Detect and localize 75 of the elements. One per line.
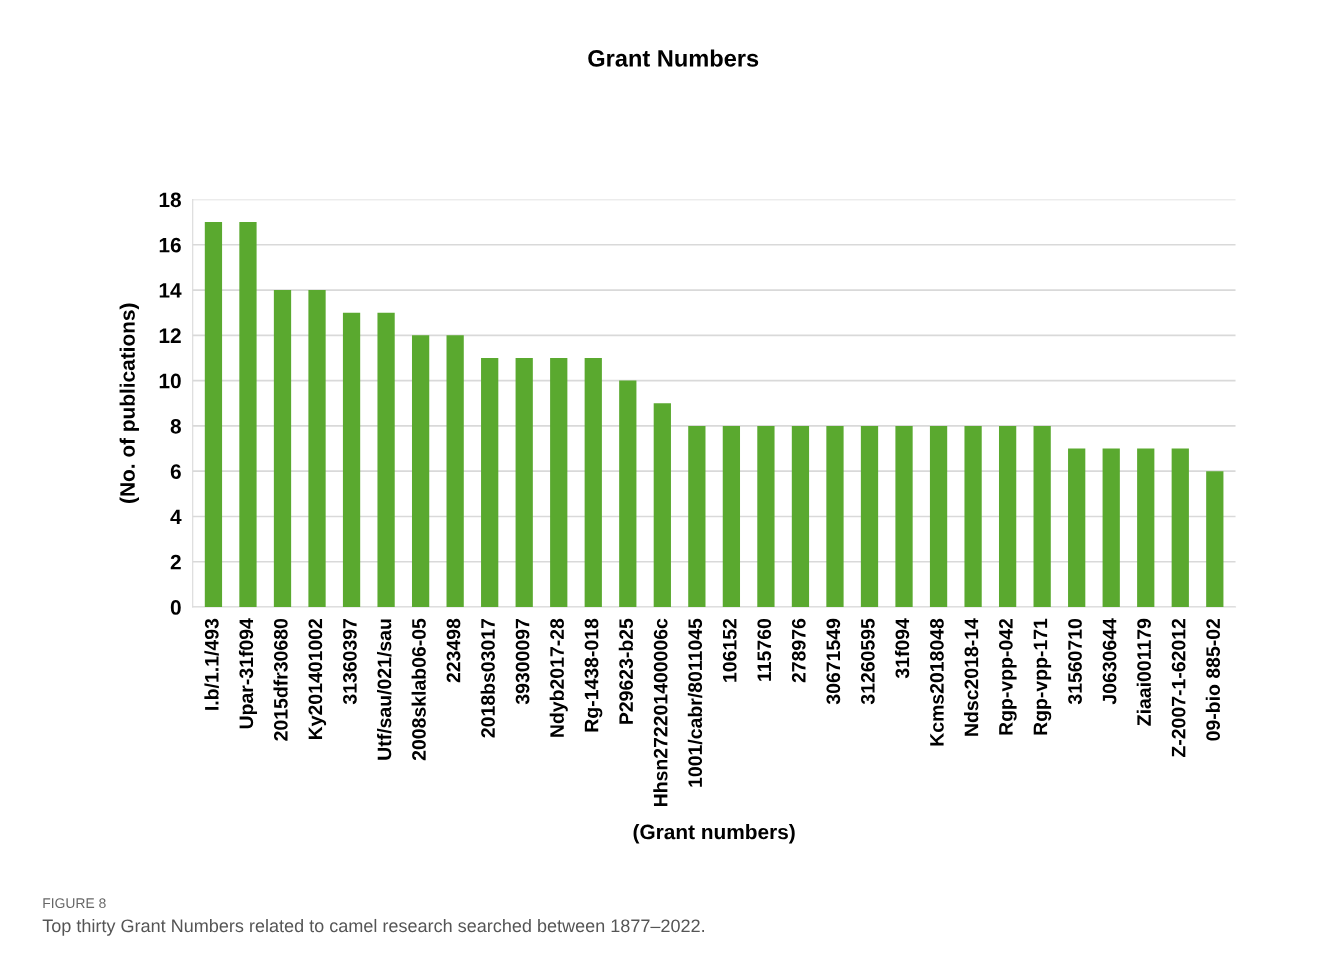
y-tick-label: 2 bbox=[170, 554, 181, 570]
bar bbox=[998, 425, 1017, 608]
x-tick-label: Ky201401002 bbox=[308, 618, 327, 740]
x-tick-label: 30671549 bbox=[826, 618, 841, 705]
x-tick-label: 115760 bbox=[757, 618, 772, 681]
caption: FIGURE 8 bbox=[43, 898, 106, 909]
bar bbox=[377, 312, 395, 608]
bar bbox=[550, 357, 568, 608]
x-tick-label: 31260595 bbox=[860, 618, 875, 705]
x-tick-label: Upar-31f094 bbox=[238, 618, 258, 729]
x-tick-label: 09-bio 885-02 bbox=[1205, 618, 1221, 741]
bar bbox=[273, 290, 292, 608]
bar bbox=[688, 425, 706, 608]
x-tick-label: 1001/cabr/8011045 bbox=[687, 618, 703, 787]
bar bbox=[1033, 425, 1051, 608]
x-tick-label: 31f094 bbox=[894, 618, 910, 679]
x-tick-label: 39300097 bbox=[515, 619, 530, 705]
bar bbox=[584, 357, 602, 608]
x-tick-label: Z-2007-1-62012 bbox=[1171, 618, 1186, 758]
chart-title: Grant Numbers bbox=[588, 49, 759, 67]
x-tick-label: 2008sklab06-05 bbox=[411, 618, 426, 761]
bar bbox=[1137, 448, 1155, 608]
bar bbox=[757, 425, 775, 608]
bar bbox=[895, 425, 913, 608]
x-tick-label: 31360397 bbox=[343, 619, 357, 705]
bar bbox=[308, 290, 326, 608]
x-tick-label: I.b/1.1/493 bbox=[204, 618, 219, 710]
bar bbox=[239, 222, 257, 608]
bar bbox=[860, 425, 879, 608]
x-tick-label: J0630644 bbox=[1102, 618, 1117, 705]
x-tick-label: Rgp-vpp-171 bbox=[1033, 618, 1052, 735]
x-tick-label: Ndsc2018-14 bbox=[964, 618, 979, 736]
bar bbox=[964, 425, 982, 608]
bar bbox=[1206, 471, 1224, 608]
x-tick-label: 278976 bbox=[791, 618, 806, 683]
bar bbox=[342, 312, 361, 608]
bar bbox=[826, 425, 844, 608]
x-tick-label: 223498 bbox=[446, 618, 461, 683]
x-tick-label: Rg-1438-018 bbox=[584, 618, 603, 732]
bar bbox=[481, 357, 499, 608]
y-tick-label: 4 bbox=[170, 509, 182, 525]
x-tick-label: P29623-b25 bbox=[618, 618, 634, 724]
bar bbox=[619, 380, 637, 608]
bar bbox=[446, 335, 464, 608]
y-tick-label: 16 bbox=[159, 237, 181, 253]
bar bbox=[1068, 448, 1086, 608]
bar bbox=[929, 425, 948, 608]
y-tick-label: 18 bbox=[159, 192, 181, 208]
y-tick-label: 12 bbox=[159, 328, 181, 343]
x-tick-label: Ndyb2017-28 bbox=[549, 618, 568, 737]
bar bbox=[515, 357, 533, 608]
x-tick-label: 31560710 bbox=[1068, 618, 1082, 705]
y-tick-label: 8 bbox=[170, 418, 181, 434]
y-tick-label: 10 bbox=[159, 373, 181, 389]
y-axis-title: (No. of publications) bbox=[119, 303, 139, 503]
x-tick-label: Ziaai001179 bbox=[1136, 618, 1151, 726]
bar bbox=[204, 222, 223, 608]
y-tick-label: 6 bbox=[170, 464, 181, 479]
y-tick-label: 14 bbox=[159, 283, 182, 298]
x-axis-title: (Grant numbers) bbox=[633, 824, 795, 844]
x-tick-label: Rgp-vpp-042 bbox=[998, 618, 1017, 735]
text: Top thirty Grant Numbers related to camel research searched between 1877–2022. bbox=[42, 918, 704, 936]
x-tick-label: 2015dfr30680 bbox=[273, 618, 288, 741]
bar bbox=[791, 425, 810, 608]
x-tick-label: Utf/sau/021/sau bbox=[377, 619, 392, 760]
x-tick-label: 2018bs03017 bbox=[480, 619, 495, 738]
bar bbox=[1102, 448, 1120, 608]
bar bbox=[411, 335, 430, 608]
bar bbox=[653, 403, 671, 608]
y-tick-label: 0 bbox=[170, 600, 181, 615]
x-tick-label: Hhsn272201400006c bbox=[653, 618, 668, 807]
x-tick-label: Kcms2018048 bbox=[930, 618, 944, 746]
x-tick-label: 106152 bbox=[722, 618, 737, 682]
bar bbox=[722, 425, 741, 608]
bar bbox=[1171, 448, 1189, 608]
